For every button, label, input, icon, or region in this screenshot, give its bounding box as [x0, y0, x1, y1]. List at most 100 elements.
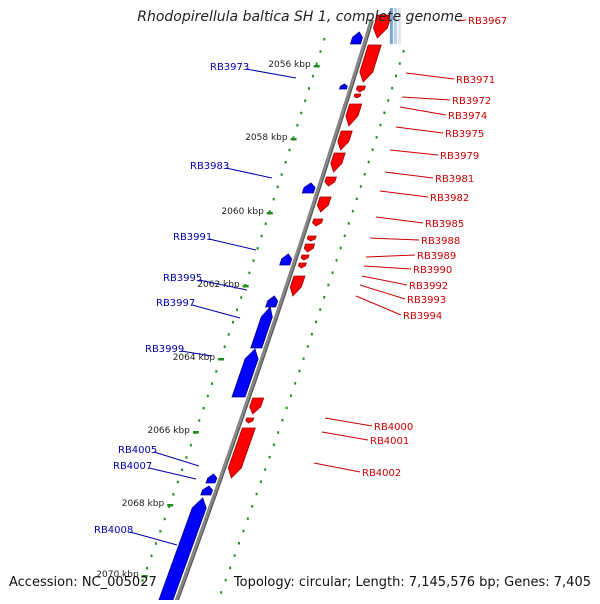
reverse-ruler-dot: [168, 505, 171, 508]
reverse-leader-line: [180, 350, 213, 357]
forward-leader-line: [369, 237, 420, 241]
forward-leader-line: [324, 417, 373, 427]
forward-gene-label: RB3972: [452, 96, 491, 107]
topology-label: Topology: circular; Length: 7,145,576 bp…: [233, 575, 591, 590]
forward-ruler-dot: [327, 283, 330, 287]
forward-ruler-dot: [233, 554, 236, 557]
forward-ruler-dot: [268, 455, 271, 459]
forward-leader-line: [359, 284, 406, 300]
forward-leader-line: [355, 295, 402, 316]
reverse-ruler-dot: [154, 542, 157, 545]
reverse-gene-label: RB3997: [156, 298, 195, 309]
forward-gene-label: RB3990: [413, 265, 452, 276]
reverse-ruler-dot: [300, 111, 303, 115]
forward-gene-17: [245, 417, 255, 424]
forward-ruler-dot: [251, 505, 254, 508]
reverse-ruler-dot: [272, 197, 275, 201]
reverse-gene-label: RB4008: [94, 525, 133, 536]
scale-label: 2068 kbp: [122, 499, 165, 509]
reverse-ruler-dot: [268, 210, 271, 213]
forward-ruler-dot: [398, 62, 401, 65]
reverse-gene-10: [157, 497, 207, 604]
forward-ruler-dot: [343, 234, 346, 237]
overview-stripe: [397, 8, 401, 44]
reverse-leader-line: [225, 167, 273, 179]
forward-leader-line: [361, 275, 408, 286]
forward-ruler-dot: [319, 308, 322, 311]
forward-gene-4: [353, 93, 362, 99]
reverse-gene-3: [301, 182, 316, 194]
reverse-ruler-dot: [227, 333, 230, 336]
reverse-leader-line: [245, 68, 297, 79]
reverse-gene-1: [349, 31, 363, 45]
forward-gene-label: RB4001: [370, 436, 409, 447]
scale-label: 2058 kbp: [245, 133, 288, 143]
forward-gene-15: [289, 275, 306, 297]
forward-gene-14: [297, 262, 307, 269]
reverse-ruler-dot: [296, 124, 299, 127]
forward-ruler-dot: [331, 271, 334, 274]
backbone-layer: [173, 8, 401, 604]
forward-gene-label: RB3971: [456, 75, 495, 86]
reverse-ruler-dot: [223, 345, 226, 348]
reverse-gene-7: [231, 348, 259, 398]
forward-gene-label: RB3974: [448, 111, 487, 122]
scale-major-tick: [141, 575, 148, 578]
reverse-ruler-dot: [206, 394, 209, 398]
forward-gene-6: [337, 130, 353, 151]
reverse-ruler-dot: [240, 296, 243, 299]
reverse-ruler-dot: [146, 566, 148, 570]
forward-gene-11: [306, 235, 317, 242]
forward-ruler-dot: [335, 259, 338, 262]
reverse-ruler-dot: [215, 370, 218, 373]
reverse-gene-9: [200, 485, 213, 496]
scale-label: 2066 kbp: [147, 426, 190, 436]
forward-ruler-dot: [339, 246, 342, 250]
reverse-gene-8: [205, 473, 218, 484]
forward-gene-2: [359, 44, 382, 83]
gene-layer: [157, 14, 392, 604]
forward-ruler-dot: [323, 296, 326, 299]
forward-gene-7: [330, 152, 346, 173]
reverse-leader-line: [148, 467, 197, 480]
forward-ruler-dot: [294, 382, 297, 385]
forward-leader-line: [399, 106, 447, 116]
forward-ruler-dot: [298, 369, 301, 373]
reverse-ruler-dot: [311, 74, 314, 78]
overview-stripe: [393, 8, 397, 44]
reverse-leader-line: [153, 451, 200, 467]
forward-gene-12: [303, 243, 316, 253]
forward-ruler-dot: [264, 468, 267, 471]
reverse-gene-label: RB4005: [118, 445, 157, 456]
reverse-gene-label: RB3991: [173, 232, 212, 243]
map-title: Rhodopirellula baltica SH 1, complete ge…: [137, 9, 463, 25]
forward-gene-label: RB3994: [403, 311, 442, 322]
forward-ruler-dot: [379, 123, 382, 127]
reverse-ruler-dot: [211, 382, 214, 385]
forward-ruler-dot: [363, 173, 366, 176]
scale-major-tick: [167, 504, 174, 507]
accession-label: Accession: NC_005027: [9, 575, 157, 590]
forward-ruler-dot: [285, 406, 288, 410]
forward-ruler-dot: [367, 160, 370, 164]
forward-ruler-dot: [383, 111, 386, 114]
forward-gene-13: [300, 254, 310, 261]
forward-leader-line: [321, 431, 369, 441]
reverse-ruler-dot: [252, 259, 255, 262]
forward-leader-line: [384, 171, 434, 179]
reverse-ruler-dot: [292, 136, 295, 139]
reverse-gene-6: [250, 306, 273, 349]
scale-major-tick: [313, 65, 320, 68]
forward-ruler-dot: [246, 517, 249, 520]
forward-gene-label: RB3975: [445, 129, 484, 140]
scale-major-tick: [266, 212, 273, 215]
forward-ruler-dot: [277, 431, 280, 434]
scale-major-tick: [242, 285, 249, 288]
forward-gene-5: [345, 103, 363, 127]
forward-gene-label: RB3985: [425, 219, 464, 230]
forward-ruler-dot: [375, 136, 378, 139]
forward-ruler-dot: [391, 86, 394, 90]
forward-ruler-dot: [289, 394, 292, 397]
forward-ruler-dot: [255, 492, 258, 496]
